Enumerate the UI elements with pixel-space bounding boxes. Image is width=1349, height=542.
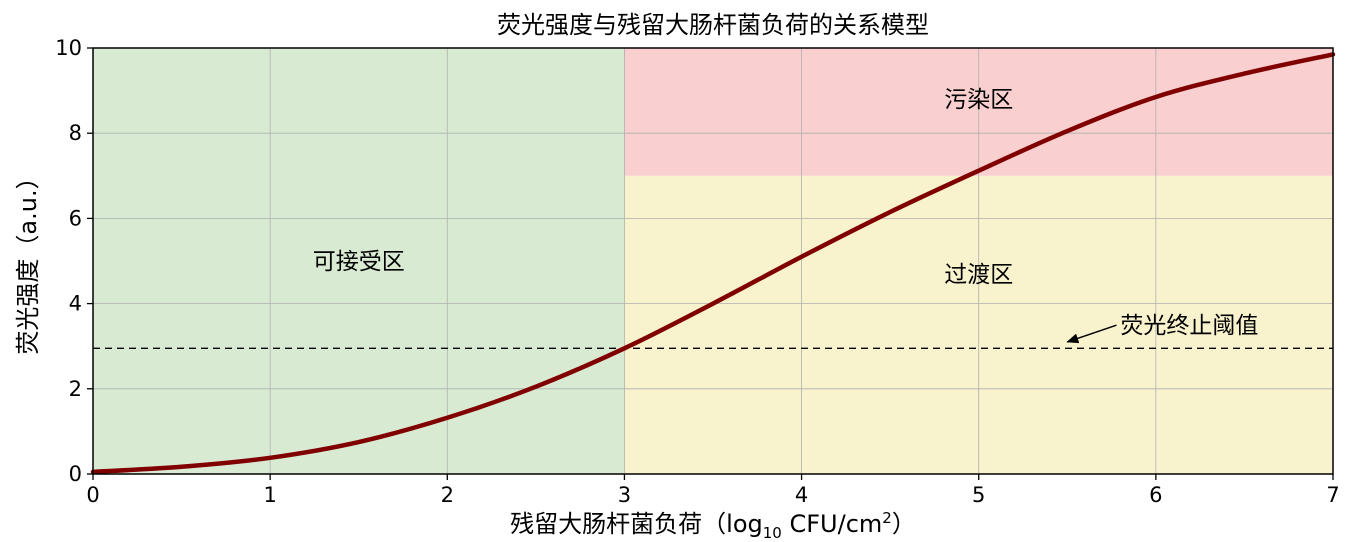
y-axis-ticks: 0 2 4 6 8 10 <box>55 36 93 486</box>
x-tick-label: 1 <box>263 483 276 507</box>
x-tick-label: 3 <box>618 483 631 507</box>
x-axis-ticks: 0 1 2 3 4 5 6 7 <box>86 474 1340 507</box>
x-tick-label: 0 <box>86 483 99 507</box>
zone-label-2: 污染区 <box>944 87 1013 113</box>
annotation-arrow <box>1066 324 1117 344</box>
x-axis-label: 残留大肠杆菌负荷（log10 CFU/cm2） <box>510 509 916 542</box>
x-axis-label-middle: CFU/cm <box>782 510 882 538</box>
y-tick-label: 2 <box>69 377 82 401</box>
zone-label-0: 可接受区 <box>313 249 405 275</box>
annotation: 荧光终止阈值 <box>1066 313 1258 344</box>
x-axis-label-suffix: ） <box>892 510 916 538</box>
zone-label-1: 过渡区 <box>944 262 1013 288</box>
y-tick-label: 4 <box>69 292 82 316</box>
series-line-0 <box>90 52 1336 475</box>
series <box>90 52 1336 475</box>
chart-title: 荧光强度与残留大肠杆菌负荷的关系模型 <box>497 11 929 39</box>
x-tick-label: 6 <box>1149 483 1162 507</box>
x-axis-label-superscript: 2 <box>882 509 892 527</box>
y-axis-label: 荧光强度（a.u.） <box>14 165 42 354</box>
y-tick-label: 0 <box>69 462 82 486</box>
x-tick-label: 4 <box>795 483 808 507</box>
zone-region-0 <box>93 48 625 474</box>
x-axis-label-prefix: 残留大肠杆菌负荷（log <box>510 510 763 538</box>
y-tick-label: 10 <box>55 36 82 60</box>
x-tick-label: 7 <box>1326 483 1339 507</box>
zone-labels: 可接受区过渡区 污染区 <box>313 87 1013 288</box>
zone-regions <box>93 48 1333 475</box>
x-axis-label-subscript: 10 <box>763 524 782 542</box>
x-tick-label: 5 <box>972 483 985 507</box>
plot-frame <box>92 47 1334 475</box>
x-tick-label: 2 <box>441 483 454 507</box>
annotation-label: 荧光终止阈值 <box>1120 313 1258 339</box>
y-tick-label: 6 <box>69 206 82 230</box>
y-tick-label: 8 <box>69 121 82 145</box>
